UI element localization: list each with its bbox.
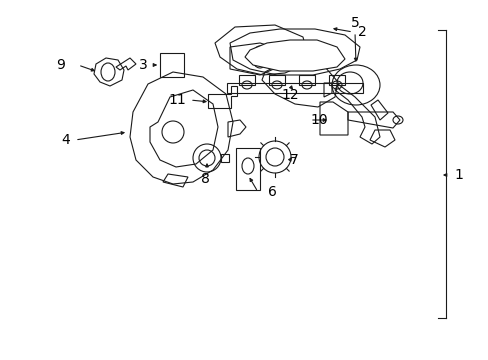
Text: 4: 4 bbox=[61, 133, 70, 147]
Text: 5: 5 bbox=[350, 16, 359, 30]
Text: 8: 8 bbox=[200, 172, 209, 186]
Text: 6: 6 bbox=[267, 185, 276, 199]
Text: 10: 10 bbox=[309, 113, 327, 127]
Text: 12: 12 bbox=[281, 88, 298, 102]
Bar bbox=[236, 148, 260, 190]
Polygon shape bbox=[150, 90, 218, 167]
Polygon shape bbox=[244, 40, 345, 71]
Text: 7: 7 bbox=[289, 153, 298, 167]
Text: 11: 11 bbox=[168, 93, 185, 107]
Text: 9: 9 bbox=[56, 58, 65, 72]
Text: 2: 2 bbox=[357, 25, 366, 39]
Bar bbox=[226, 83, 362, 93]
Text: 3: 3 bbox=[139, 58, 148, 72]
Bar bbox=[160, 53, 183, 77]
Ellipse shape bbox=[336, 72, 362, 94]
Text: 1: 1 bbox=[453, 168, 462, 182]
